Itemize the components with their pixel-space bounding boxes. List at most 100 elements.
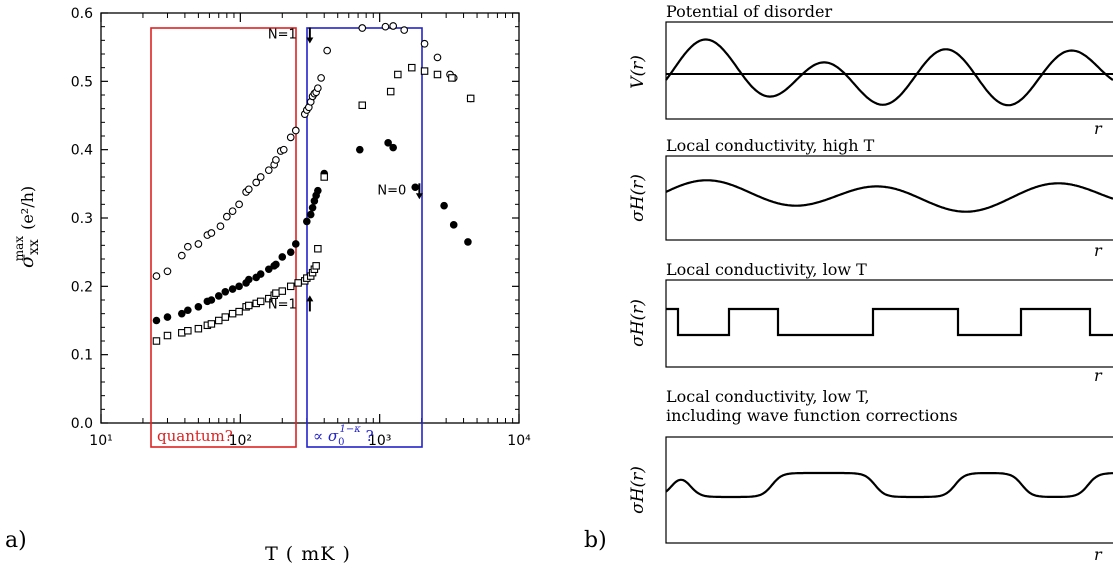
arrow-down-head <box>306 37 314 44</box>
panel-b4-title-line2: including wave function corrections <box>666 406 958 425</box>
open-square-point <box>207 320 216 328</box>
open-square-point <box>221 313 230 321</box>
open-square-point <box>278 287 287 295</box>
filled-circle-point <box>228 285 237 293</box>
open-square-point <box>408 63 416 72</box>
open-circle-point <box>400 26 409 34</box>
panel-b1-ylabel: V(r) <box>628 55 648 89</box>
filled-circle-point <box>449 221 458 229</box>
smooth-path <box>665 179 1113 213</box>
filled-circle-point <box>256 270 265 278</box>
sigma-region-box <box>306 27 423 448</box>
filled-circle-point <box>389 143 397 152</box>
open-square-point <box>433 70 442 79</box>
annotation-label: N=1 <box>268 297 297 312</box>
panel-a-chart: 0.00.10.20.30.40.50.6 10¹ 10² 10³ 10⁴ N=1N=… <box>5 6 531 565</box>
panel-b4-frame <box>665 436 1113 544</box>
filled-circle-point <box>384 139 392 147</box>
open-circle-point <box>272 156 280 164</box>
sigma-label-subscript: 0 <box>338 437 344 448</box>
open-circle-point <box>177 251 186 260</box>
sigma-label-prefix: ∝ σ <box>313 427 339 445</box>
y-label-sup: max <box>12 236 26 262</box>
open-circle-point <box>317 74 325 82</box>
panel-b4-ylabel: σH(r) <box>628 466 648 514</box>
y-label-unit: (e²/h) <box>18 186 37 230</box>
open-square-point <box>394 70 402 79</box>
open-square-point <box>420 67 429 75</box>
open-circle-point <box>381 22 390 31</box>
rounded-step-path <box>665 471 1113 499</box>
panel-b1-xlabel: r <box>1094 119 1103 138</box>
x-axis-label: T ( mK ) <box>265 543 351 565</box>
filled-circle-point <box>278 253 287 261</box>
low-t-step-curve <box>666 307 1113 337</box>
filled-circle-point <box>221 288 230 296</box>
filled-circle-point <box>440 201 448 210</box>
panel-b3-title: Local conductivity, low T <box>666 260 867 279</box>
open-circle-point <box>222 212 231 221</box>
filled-circle-point <box>355 145 364 154</box>
filled-circle-point <box>411 183 420 192</box>
filled-circle-point <box>163 313 172 321</box>
panel-b3-xlabel: r <box>1094 366 1103 385</box>
step-path <box>666 307 1113 337</box>
open-square-point <box>184 326 192 335</box>
y-axis-ticks: 0.0 0.1 0.2 0.3 0.4 0.5 0.6 <box>71 6 519 432</box>
filled-circle-point <box>291 240 300 248</box>
open-circle-point <box>183 242 192 251</box>
annotation-label: N=1 <box>268 28 297 43</box>
svg-text:σxxmax(e²/h): σxxmax (e²/h) <box>12 186 42 268</box>
open-circle-point <box>252 178 261 187</box>
open-square-point <box>245 301 253 310</box>
potential-curve <box>665 38 1113 107</box>
open-square-point <box>466 94 475 103</box>
potential-path <box>665 38 1113 107</box>
y-tick-label: 0.1 <box>71 348 93 364</box>
panel-b-schematics: b) Potential of disorder V(r) r Local co… <box>584 2 1113 564</box>
filled-circle-point <box>308 203 317 212</box>
panel-b1-frame <box>665 21 1113 120</box>
open-square-point <box>320 173 328 181</box>
panel-b3-frame <box>665 279 1113 368</box>
y-tick-label: 0.6 <box>71 6 93 22</box>
filled-circle-point <box>184 306 192 315</box>
open-square-point <box>256 297 265 306</box>
filled-circle-point <box>214 292 223 300</box>
annotation-label: N=0 <box>377 183 406 198</box>
annotations: N=1 N=0 N=1 <box>268 27 423 312</box>
open-square-point <box>312 262 320 270</box>
sigma-label-suffix: ? <box>361 427 374 445</box>
open-square-point <box>294 279 302 287</box>
open-circle-point <box>264 166 273 175</box>
rounded-step-curve <box>665 471 1113 499</box>
panel-b4-title-line1: Local conductivity, low T, <box>666 387 870 406</box>
open-square-point <box>194 324 203 333</box>
open-circle-point <box>228 207 237 216</box>
x-tick-label: 10² <box>229 433 252 449</box>
filled-circle-point <box>194 303 203 311</box>
open-square-point <box>448 74 456 82</box>
open-circle-point <box>291 126 300 135</box>
open-square-point <box>235 307 243 316</box>
open-circle-point <box>256 173 265 181</box>
x-tick-label: 10⁴ <box>507 433 531 449</box>
quantum-label: quantum? <box>157 427 233 445</box>
open-circle-point <box>433 53 442 62</box>
y-tick-label: 0.2 <box>71 279 93 295</box>
open-circle-point <box>152 272 161 280</box>
y-tick-label: 0.3 <box>71 211 93 227</box>
open-circle-point <box>279 145 288 154</box>
y-tick-label: 0.4 <box>71 143 93 159</box>
filled-circle-point <box>207 296 216 304</box>
x-axis-ticks: 10¹ 10² 10³ 10⁴ <box>89 13 531 449</box>
filled-circle-point <box>303 217 311 226</box>
y-label-main: σ <box>16 254 38 268</box>
arrow-down-head <box>415 193 423 200</box>
panel-b2-xlabel: r <box>1094 241 1103 260</box>
panel-a-label: a) <box>5 528 27 553</box>
filled-circle-point <box>306 210 315 219</box>
sigma-label: ∝ σ0 1−κ ? <box>313 424 374 448</box>
open-circle-point <box>163 267 172 276</box>
